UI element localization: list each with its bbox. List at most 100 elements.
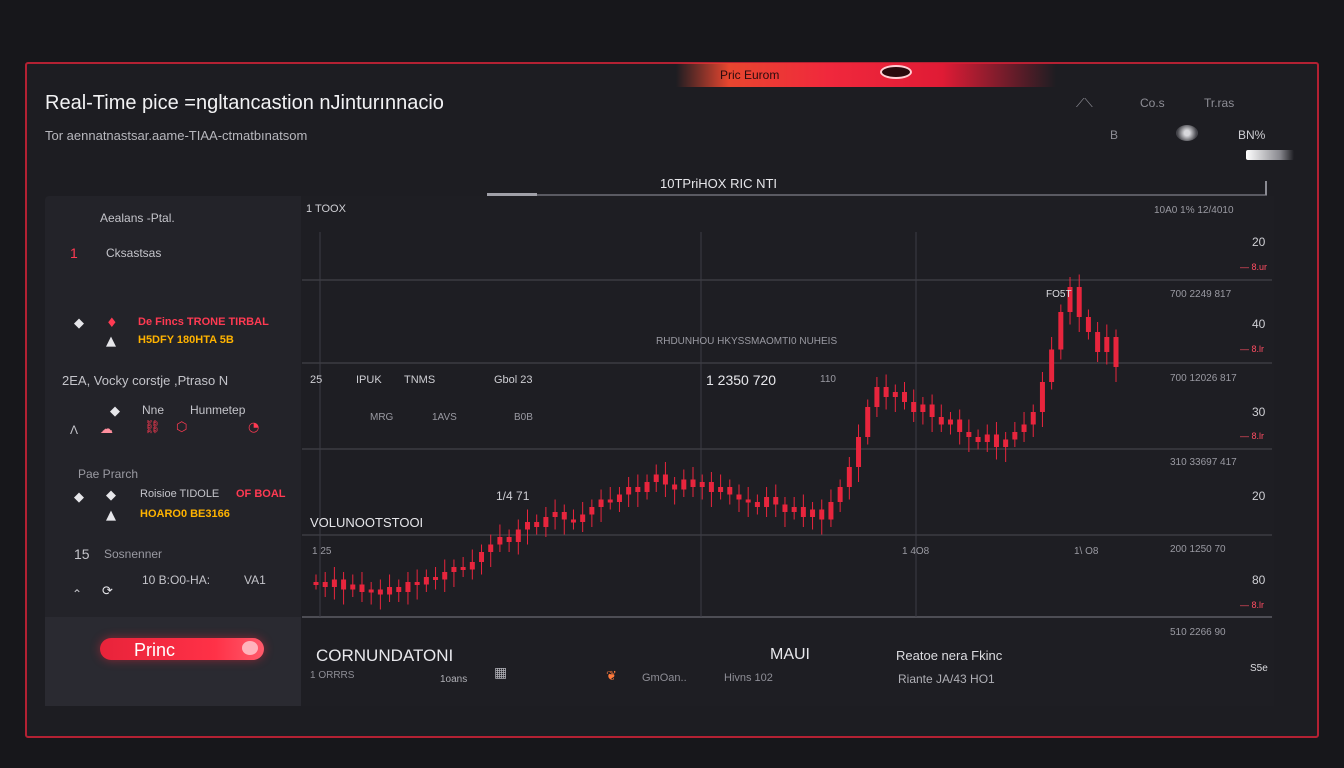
chart-row2-label-3: B0B: [514, 412, 533, 423]
chart-overlay-label: RHDUNHOU HKYSSMAOMTI0 NUHEIS: [656, 336, 838, 347]
lower-label-3: 1\ O8: [1074, 546, 1099, 557]
lower-label-1: 1 25: [312, 546, 332, 557]
candle-body: [460, 567, 466, 570]
refresh-icon[interactable]: ⟳: [102, 584, 113, 599]
candle-body: [874, 387, 880, 407]
candle-body: [1095, 332, 1101, 352]
volume-label: VOLUNOOTSTOOI: [310, 515, 424, 530]
candle-body: [883, 387, 889, 397]
cloud-icon[interactable]: ☁: [100, 422, 113, 437]
sidebar-col-b: Hunmetep: [190, 403, 246, 417]
candle-body: [534, 522, 540, 527]
sidebar-section-title: Aealans -Ptal.: [100, 211, 175, 225]
right-axis-top-3: 700 12026 817: [1170, 373, 1237, 384]
lower-label-2: 1 4O8: [902, 546, 930, 557]
right-axis-mid-5: 80: [1252, 573, 1266, 587]
right-axis-top-1: 10A0 1% 12/4010: [1154, 205, 1234, 216]
chart-tab-active[interactable]: [487, 193, 537, 196]
candle-body: [708, 482, 714, 492]
candle-body: [423, 577, 429, 585]
link-icon[interactable]: ⛓: [144, 420, 161, 435]
sidebar-bottom-right: VA1: [244, 573, 266, 587]
chart-grid: [302, 232, 1272, 618]
footer-mid-sub: 1oans: [440, 674, 468, 685]
candle-body: [810, 509, 816, 517]
candle-body: [828, 502, 834, 520]
chart-title: 10TPriHOX RIC NTI: [660, 176, 778, 191]
candle-body: [589, 507, 595, 515]
candle-body: [773, 497, 779, 505]
candle-body: [359, 584, 365, 592]
right-axis-top-6: 510 2266 90: [1170, 627, 1226, 638]
candle-body: [570, 519, 576, 523]
candle-body: [552, 512, 558, 517]
footer-mid-title: MAUI: [770, 646, 810, 663]
candle-body: [1003, 439, 1009, 447]
chevron-icon: ⌃: [72, 587, 83, 601]
candle-body: [754, 502, 760, 507]
candle-body: [616, 494, 622, 502]
chart-icon[interactable]: ▦: [494, 664, 508, 680]
sidebar-count: 15: [74, 546, 90, 562]
header-stat-label: B: [1110, 128, 1119, 142]
candle-body: [653, 474, 659, 482]
diamond-icon: ◆: [110, 404, 120, 419]
candle-body: [727, 487, 733, 495]
candle-body: [672, 484, 678, 490]
candle-body: [938, 417, 944, 425]
candle-body: [341, 579, 347, 590]
candle-label: 1/4 71: [496, 489, 530, 503]
candle-body: [1039, 382, 1045, 412]
chart-tab-end: [1265, 181, 1267, 195]
candle-body: [911, 402, 917, 412]
price-button[interactable]: Princ: [100, 638, 264, 660]
header-link-2[interactable]: Tr.ras: [1204, 96, 1235, 110]
sidebar-item-label[interactable]: Cksastsas: [106, 246, 162, 260]
sidebar-bottom-value: 10 B:O0-HA:: [142, 573, 211, 587]
chart-type-icon[interactable]: ⟋⟍: [1076, 96, 1093, 110]
footer-mid-small-2: Hivns 102: [724, 672, 773, 684]
price-readout-small: 110: [820, 374, 836, 385]
right-axis-mid-4: 20: [1252, 489, 1266, 503]
caret-icon: Λ: [70, 423, 79, 437]
candle-body: [1049, 349, 1055, 382]
candle-body: [1067, 287, 1073, 312]
warning-icon: ▲: [106, 508, 116, 523]
chart-mid-label-4: Gbol 23: [494, 374, 533, 386]
alert-1-red: De Fincs TRONE TIRBAL: [138, 316, 269, 328]
candle-body: [984, 434, 990, 442]
header-toggle[interactable]: [1246, 150, 1294, 160]
right-axis-red-2: — 8.lr: [1240, 344, 1265, 354]
candle-body: [1012, 432, 1018, 440]
right-axis-top-2: 700 2249 817: [1170, 289, 1232, 300]
candle-body: [791, 507, 797, 512]
chart-mid-label-3: TNMS: [404, 374, 436, 386]
sidebar-count-label: Sosnenner: [104, 547, 163, 561]
candle-body: [975, 437, 981, 442]
chart-tab-bar: [487, 194, 1267, 196]
candle-body: [782, 504, 788, 512]
candle-body: [1076, 287, 1082, 317]
right-axis-mid-6: S5e: [1250, 663, 1268, 674]
candle-body: [469, 562, 475, 570]
candle-body: [414, 582, 420, 585]
shield-icon[interactable]: ⬡: [176, 420, 188, 435]
candle-body: [690, 479, 696, 487]
header-link-1[interactable]: Co.s: [1140, 96, 1165, 110]
clock-icon[interactable]: ◔: [248, 420, 260, 435]
chart-mid-label-1: 25: [310, 374, 323, 386]
candle-body: [947, 419, 953, 425]
footer-left-sub: 1 ORRRS: [310, 670, 355, 681]
candle-body: [1085, 317, 1091, 332]
candle-body: [488, 544, 494, 552]
top-badge[interactable]: Pric Eurom: [676, 63, 1056, 87]
candle-body: [635, 487, 641, 492]
fire-icon: ❦: [606, 668, 617, 683]
chart-mid-label-2: IPUK: [356, 374, 382, 386]
candle-body: [387, 587, 393, 595]
top-badge-label: Pric Eurom: [720, 68, 780, 82]
candle-body: [993, 434, 999, 447]
candle-body: [580, 514, 586, 522]
candle-body: [1104, 337, 1110, 352]
